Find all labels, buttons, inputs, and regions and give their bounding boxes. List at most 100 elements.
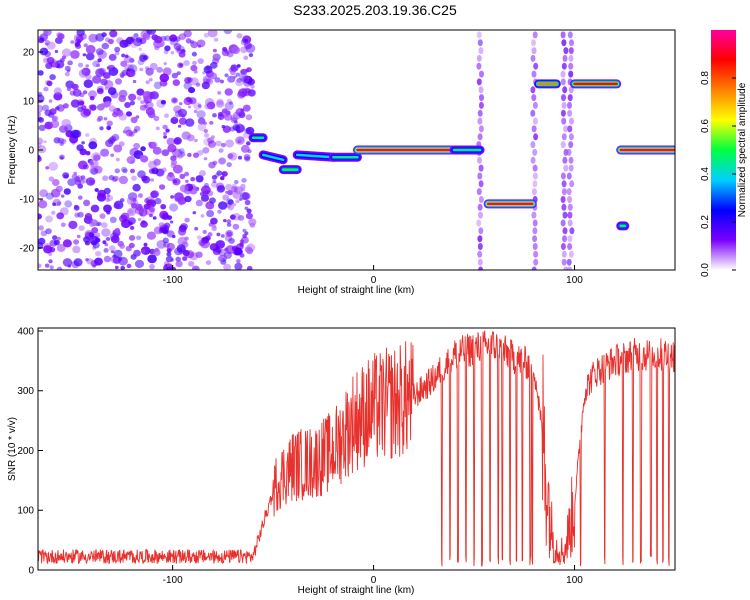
noise-blob (244, 231, 249, 235)
noise-blob (101, 228, 111, 237)
noise-blob (232, 223, 240, 230)
streak-blob (477, 250, 483, 258)
noise-blob (186, 134, 195, 142)
noise-blob (175, 45, 185, 54)
streak-blob (561, 101, 567, 109)
noise-blob (115, 157, 120, 162)
streak-blob (533, 250, 539, 258)
noise-blob (119, 72, 125, 78)
noise-blob (223, 263, 231, 270)
noise-blob (188, 87, 196, 94)
noise-blob (196, 235, 202, 240)
noise-blob (110, 153, 115, 157)
streak-blob (567, 266, 573, 270)
noise-blob (154, 45, 160, 51)
noise-blob (224, 247, 229, 252)
noise-blob (73, 258, 83, 267)
noise-blob (105, 237, 111, 241)
noise-blob (133, 249, 141, 257)
noise-blob (38, 104, 44, 113)
noise-blob (130, 168, 135, 174)
noise-blob (195, 82, 201, 87)
noise-blob (67, 178, 76, 187)
snr-data (38, 330, 675, 567)
noise-blob (224, 73, 229, 78)
noise-blob (218, 248, 227, 257)
streak-blob (532, 180, 538, 188)
streak-blob (567, 243, 573, 250)
noise-blob (45, 166, 50, 170)
noise-blob (240, 187, 246, 192)
y-tick-label: 100 (17, 506, 34, 517)
noise-blob (59, 141, 64, 146)
noise-blob (249, 222, 256, 228)
noise-blob (210, 217, 218, 225)
streak-blob (566, 148, 572, 156)
noise-blob (97, 115, 104, 121)
noise-blob (216, 170, 223, 176)
noise-blob (177, 108, 188, 118)
noise-blob (153, 81, 162, 90)
noise-blob (53, 87, 62, 95)
noise-blob (201, 185, 211, 195)
noise-blob (38, 124, 46, 131)
noise-blob (185, 179, 189, 183)
noise-blob (230, 214, 236, 220)
noise-blob (155, 168, 165, 177)
noise-blob (223, 171, 228, 176)
noise-blob (147, 254, 157, 264)
noise-blob (244, 199, 251, 206)
noise-blob (238, 136, 245, 143)
noise-blob (195, 199, 203, 207)
noise-blob (202, 229, 207, 234)
noise-blob (226, 231, 233, 237)
noise-blob (113, 249, 123, 258)
streak-blob (477, 172, 483, 180)
noise-blob (221, 49, 230, 57)
noise-blob (235, 72, 241, 77)
noise-blob (152, 146, 162, 155)
noise-blob (60, 194, 65, 198)
noise-blob (197, 123, 207, 132)
noise-blob (104, 243, 109, 247)
noise-blob (136, 96, 142, 101)
noise-blob (95, 68, 105, 77)
streak-blob (561, 39, 567, 47)
noise-blob (181, 114, 186, 118)
noise-blob (88, 232, 95, 238)
streak-blob (567, 94, 573, 102)
noise-blob (228, 237, 235, 244)
noise-blob (149, 62, 158, 71)
noise-blob (103, 117, 108, 121)
noise-blob (64, 126, 68, 131)
noise-blob (70, 40, 75, 44)
noise-blob (120, 265, 125, 270)
noise-blob (52, 235, 58, 241)
noise-blob (178, 201, 184, 206)
noise-blob (205, 260, 212, 265)
noise-blob (214, 37, 219, 42)
noise-blob (72, 89, 82, 97)
noise-blob (114, 168, 121, 174)
noise-blob (128, 209, 134, 215)
noise-blob (220, 176, 225, 181)
noise-blob (176, 244, 186, 253)
noise-blob (128, 93, 137, 102)
noise-blob (73, 171, 77, 176)
noise-blob (209, 197, 216, 204)
noise-blob (145, 67, 154, 76)
noise-blob (103, 187, 111, 195)
streak-blob (562, 54, 568, 62)
noise-blob (177, 196, 187, 205)
streak-blob (569, 39, 574, 47)
streak-blob (563, 125, 569, 133)
noise-blob (48, 259, 53, 264)
noise-blob (220, 142, 226, 148)
streak-blob (560, 243, 566, 250)
noise-blob (45, 215, 53, 223)
noise-blob (195, 251, 203, 258)
noise-blob (225, 190, 229, 194)
noise-blob (128, 242, 135, 249)
noise-blob (66, 87, 72, 92)
